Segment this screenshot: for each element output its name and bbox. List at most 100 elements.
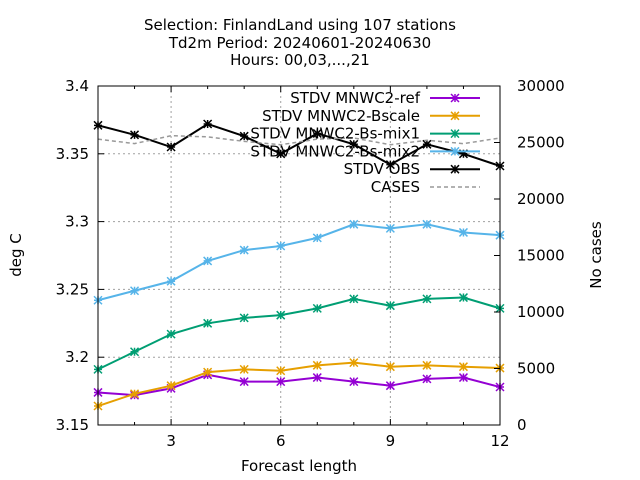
legend-label: STDV MNWC2-Bs-mix2 xyxy=(250,142,420,160)
data-point xyxy=(203,256,213,266)
data-point xyxy=(239,313,249,323)
data-point xyxy=(312,233,322,243)
series-line xyxy=(97,122,501,167)
data-point xyxy=(166,381,176,391)
chart-title: Selection: FinlandLand using 107 station… xyxy=(144,16,456,69)
legend-entry: STDV MNWC2-Bscale xyxy=(262,107,480,125)
legend-label: STDV MNWC2-ref xyxy=(290,89,420,107)
data-point xyxy=(422,374,432,384)
data-point xyxy=(276,310,286,320)
series-5 xyxy=(97,134,501,146)
legend-entry: STDV MNWC2-ref xyxy=(290,89,480,107)
series-layer xyxy=(93,119,505,411)
data-point xyxy=(458,373,468,383)
legend-marker xyxy=(450,164,460,174)
legend-label: STDV MNWC2-Bscale xyxy=(262,107,420,125)
legend-marker xyxy=(450,129,460,139)
legend-marker xyxy=(450,111,460,121)
data-point xyxy=(130,286,140,296)
y2-tick-label: 5000 xyxy=(517,360,555,378)
legend-entry: STDV OBS xyxy=(344,160,480,178)
y-tick-label: 3.25 xyxy=(56,280,89,298)
data-point xyxy=(458,293,468,303)
data-point xyxy=(130,389,140,399)
chart-title-line-3: Hours: 00,03,...,21 xyxy=(230,51,370,69)
data-point xyxy=(239,377,249,387)
data-point xyxy=(385,223,395,233)
y-axis-label: deg C xyxy=(7,233,25,277)
legend-entry: STDV MNWC2-Bs-mix1 xyxy=(250,125,480,143)
data-point xyxy=(422,219,432,229)
data-point xyxy=(239,245,249,255)
series-1 xyxy=(93,358,505,411)
y2-tick-label: 0 xyxy=(517,416,527,434)
data-point xyxy=(385,160,395,170)
data-point xyxy=(458,362,468,372)
data-point xyxy=(276,366,286,376)
data-point xyxy=(312,373,322,383)
y2-tick-label: 25000 xyxy=(517,134,565,152)
data-point xyxy=(349,139,359,149)
series-line xyxy=(97,223,501,302)
series-2 xyxy=(93,293,505,374)
data-point xyxy=(312,303,322,313)
x-tick-label: 3 xyxy=(166,432,176,450)
legend-entry: STDV MNWC2-Bs-mix2 xyxy=(250,142,480,160)
data-point xyxy=(422,139,432,149)
series-3 xyxy=(93,219,505,305)
data-point xyxy=(166,329,176,339)
data-point xyxy=(312,360,322,370)
y2-tick-label: 15000 xyxy=(517,247,565,265)
data-point xyxy=(349,358,359,368)
series-0 xyxy=(93,370,505,400)
data-point xyxy=(276,149,286,159)
data-point xyxy=(203,318,213,328)
y2-tick-label: 10000 xyxy=(517,303,565,321)
x-tick-label: 12 xyxy=(490,432,509,450)
data-point xyxy=(276,241,286,251)
series-line xyxy=(97,296,501,371)
data-point xyxy=(349,294,359,304)
y2-axis-label: No cases xyxy=(587,221,605,289)
legend-marker xyxy=(450,93,460,103)
data-point xyxy=(458,227,468,237)
data-point xyxy=(276,377,286,387)
y-tick-label: 3.15 xyxy=(56,416,89,434)
chart-title-line-1: Selection: FinlandLand using 107 station… xyxy=(144,16,456,34)
y-tick-label: 3.3 xyxy=(65,213,89,231)
data-point xyxy=(239,131,249,141)
data-point xyxy=(385,301,395,311)
series-line xyxy=(97,373,501,397)
legend-label: CASES xyxy=(371,178,420,196)
data-point xyxy=(385,362,395,372)
legend-marker xyxy=(450,146,460,156)
x-axis-label: Forecast length xyxy=(241,457,357,475)
data-point xyxy=(312,128,322,138)
y-tick-label: 3.35 xyxy=(56,145,89,163)
legend-entry: CASES xyxy=(371,178,480,196)
data-point xyxy=(130,347,140,357)
y-tick-label: 3.4 xyxy=(65,77,89,95)
axes: 3 6 9 12 3.15 3.2 3.25 3.3 3.35 3.4 0 5000 10000 1500… xyxy=(56,77,565,450)
data-point xyxy=(130,130,140,140)
y2-tick-label: 20000 xyxy=(517,190,565,208)
data-point xyxy=(166,142,176,152)
data-point xyxy=(203,119,213,129)
x-tick-label: 9 xyxy=(386,432,396,450)
legend-label: STDV OBS xyxy=(344,160,420,178)
data-point xyxy=(166,276,176,286)
y-tick-label: 3.2 xyxy=(65,348,89,366)
series-line xyxy=(97,134,501,146)
legend-label: STDV MNWC2-Bs-mix1 xyxy=(250,125,420,143)
grid-lines xyxy=(98,86,500,425)
data-point xyxy=(349,219,359,229)
x-tick-label: 6 xyxy=(276,432,286,450)
data-point xyxy=(458,149,468,159)
y2-tick-label: 30000 xyxy=(517,77,565,95)
chart-title-line-2: Td2m Period: 20240601-20240630 xyxy=(168,34,431,52)
data-point xyxy=(239,364,249,374)
data-point xyxy=(203,367,213,377)
data-point xyxy=(385,381,395,391)
